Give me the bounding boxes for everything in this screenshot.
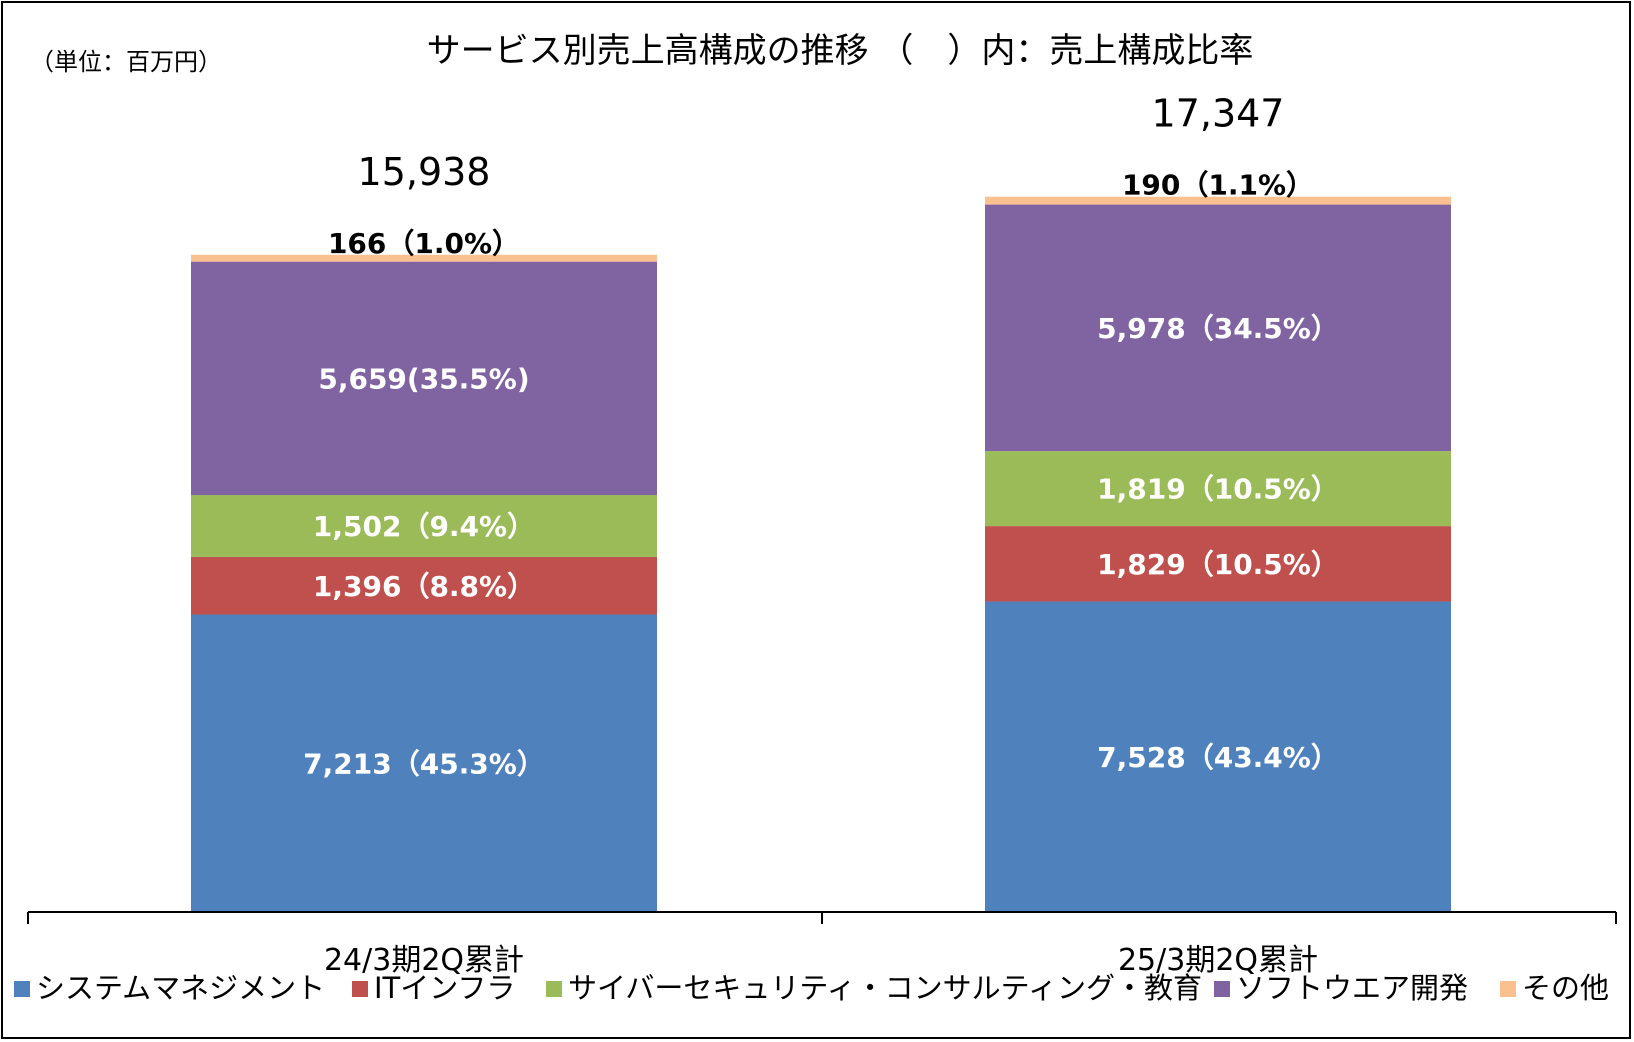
data-label: 1,502（9.4%）: [313, 510, 535, 543]
data-label: 190（1.1%）: [1122, 169, 1314, 202]
chart-title: サービス別売上高構成の推移 （ ）内：売上構成比率: [427, 31, 1254, 71]
data-label: 5,659(35.5%): [318, 362, 529, 395]
data-label: 1,396（8.8%）: [313, 570, 535, 603]
legend-label: システムマネジメント: [36, 971, 325, 1005]
data-label: 166（1.0%）: [328, 227, 520, 260]
data-label: 1,819（10.5%）: [1097, 473, 1339, 506]
legend-swatch: [1214, 981, 1230, 997]
data-label: 7,213（45.3%）: [303, 747, 545, 780]
bar-segment: [985, 526, 1451, 602]
legend-label: サイバーセキュリティ・コンサルティング・教育: [568, 971, 1202, 1005]
legend-label: ITインフラ: [374, 971, 515, 1005]
bar-segment: [191, 495, 657, 557]
total-label: 17,347: [1152, 92, 1285, 136]
bar-segment: [191, 614, 657, 912]
legend-label: その他: [1522, 971, 1609, 1005]
bar-segment: [191, 556, 657, 615]
legend-swatch: [546, 981, 562, 997]
category-label: 24/3期2Q累計: [324, 943, 524, 978]
bar-segment: [985, 451, 1451, 527]
data-label: 7,528（43.4%）: [1097, 741, 1339, 774]
data-label: 1,829（10.5%）: [1097, 548, 1339, 581]
bars-group: 7,213（45.3%） 1,396（8.8%） 1,502（9.4%） 5,659(…: [191, 92, 1451, 912]
x-axis: 24/3期2Q累計 25/3期2Q累計: [27, 911, 1617, 978]
bar-segment: [985, 204, 1451, 452]
bar-segment: [191, 261, 657, 496]
bar-segment: [985, 601, 1451, 912]
bar-segment: [985, 196, 1451, 205]
bar-segment: [191, 254, 657, 262]
legend-swatch: [14, 981, 30, 997]
category-label: 25/3期2Q累計: [1118, 943, 1318, 978]
legend-swatch: [352, 981, 368, 997]
legend-swatch: [1500, 981, 1516, 997]
total-label: 15,938: [358, 150, 491, 194]
unit-note: （単位：百万円）: [30, 48, 222, 76]
legend-label: ソフトウエア開発: [1236, 971, 1468, 1005]
legend: システムマネジメント ITインフラ サイバーセキュリティ・コンサルティング・教育 ソフ…: [14, 971, 1609, 1005]
data-label: 5,978（34.5%）: [1097, 312, 1339, 345]
